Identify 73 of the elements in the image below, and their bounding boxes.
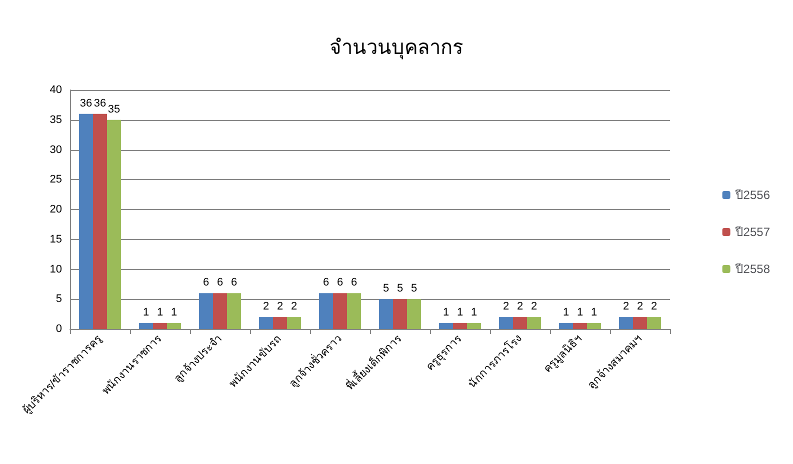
data-label: 2 — [516, 300, 524, 313]
bar — [439, 323, 453, 329]
data-label: 1 — [562, 306, 570, 319]
bar — [347, 293, 361, 329]
bar — [633, 317, 647, 329]
data-label: 2 — [622, 300, 630, 313]
legend-label: ปี2558 — [734, 262, 770, 276]
data-label: 1 — [576, 306, 584, 319]
data-label: 6 — [202, 276, 210, 289]
legend-label: ปี2557 — [734, 225, 770, 239]
bar — [393, 299, 407, 329]
bar — [167, 323, 181, 329]
y-tick-label: 20 — [50, 204, 62, 216]
data-label: 6 — [322, 276, 330, 289]
legend-label: ปี2556 — [734, 188, 770, 202]
data-label: 6 — [216, 276, 224, 289]
bar — [619, 317, 633, 329]
bar — [453, 323, 467, 329]
bar — [107, 120, 121, 329]
data-label: 1 — [170, 306, 178, 319]
bar — [587, 323, 601, 329]
chart-title: จำนวนบุคลากร — [330, 37, 464, 60]
bar — [259, 317, 273, 329]
data-label: 2 — [650, 300, 658, 313]
data-label: 35 — [108, 103, 120, 116]
bar — [407, 299, 421, 329]
y-tick-label: 15 — [50, 233, 62, 246]
data-label: 2 — [502, 300, 510, 313]
bar — [139, 323, 153, 329]
data-label: 6 — [336, 276, 344, 289]
y-tick-label: 35 — [50, 114, 62, 126]
data-label: 1 — [456, 306, 464, 319]
data-label: 2 — [262, 300, 270, 313]
bar — [227, 293, 241, 329]
data-label: 2 — [530, 300, 538, 313]
data-label: 36 — [80, 97, 92, 110]
data-label: 5 — [396, 282, 404, 295]
bar — [467, 323, 481, 329]
data-label: 6 — [350, 276, 358, 289]
data-label: 1 — [142, 306, 150, 319]
bar — [333, 293, 347, 329]
bar — [93, 114, 107, 329]
data-label: 2 — [276, 300, 284, 313]
bar — [499, 317, 513, 329]
bar — [213, 293, 227, 329]
bar — [79, 114, 93, 329]
data-label: 2 — [636, 300, 644, 313]
bar — [199, 293, 213, 329]
y-tick-label: 30 — [50, 144, 62, 156]
bar — [287, 317, 301, 329]
y-tick-label: 40 — [50, 84, 62, 96]
bar — [379, 299, 393, 329]
data-label: 36 — [94, 97, 106, 110]
data-label: 2 — [290, 300, 298, 313]
data-label: 5 — [382, 282, 390, 295]
bar — [153, 323, 167, 329]
y-tick-label: 0 — [56, 323, 62, 335]
data-label: 1 — [156, 306, 164, 319]
data-label: 5 — [410, 282, 418, 295]
data-label: 6 — [230, 276, 238, 289]
bar — [513, 317, 527, 329]
bar — [573, 323, 587, 329]
bar — [527, 317, 541, 329]
y-tick-label: 25 — [50, 174, 62, 186]
data-label: 1 — [470, 306, 478, 319]
bar — [319, 293, 333, 329]
data-label: 1 — [590, 306, 598, 319]
bar — [647, 317, 661, 329]
bar — [273, 317, 287, 329]
y-tick-label: 10 — [50, 263, 62, 276]
bar — [559, 323, 573, 329]
y-tick-label: 5 — [56, 293, 62, 306]
data-label: 1 — [442, 306, 450, 319]
